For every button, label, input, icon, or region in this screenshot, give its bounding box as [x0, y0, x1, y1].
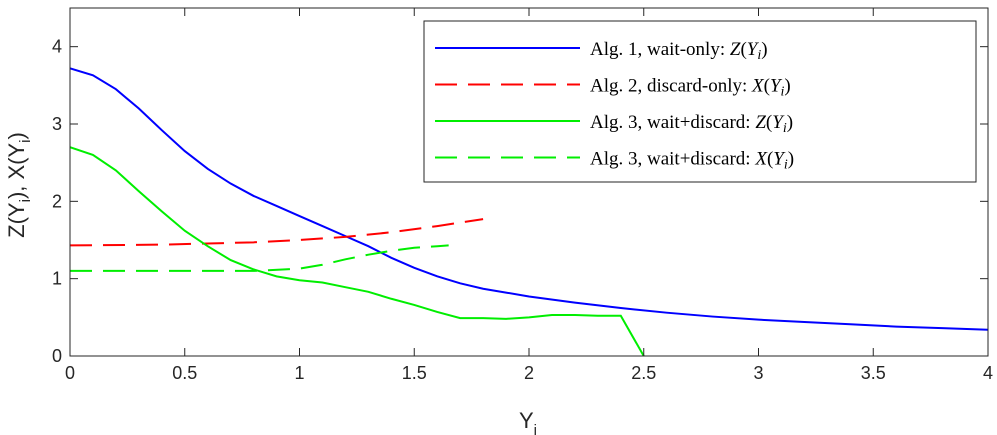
- legend: Alg. 1, wait-only: Z(Yi) Alg. 2, discard-…: [423, 20, 977, 183]
- y-tick-label: 2: [52, 191, 62, 211]
- series-line-2: [70, 218, 484, 247]
- legend-label-2: Alg. 2, discard-only: X(Yi): [590, 76, 791, 100]
- y-tick-label: 3: [52, 114, 62, 134]
- series-line-4: [70, 244, 449, 272]
- axes-layer: 0 0.5 1 1.5 2 2.5 3 3.5 4 0 1 2 3 4: [52, 7, 993, 383]
- series-layer: [70, 67, 988, 356]
- svg-text:Z(Yi), X(Yi): Z(Yi), X(Yi): [4, 132, 34, 238]
- x-tick-label: 3: [753, 363, 763, 383]
- x-tick-label: 0.5: [172, 363, 197, 383]
- y-tick-label: 1: [52, 269, 62, 289]
- y-axis-label: Z(Yi), X(Yi): [4, 132, 34, 238]
- x-axis-label: Yi: [519, 408, 537, 435]
- x-tick-label: 2: [524, 363, 534, 383]
- legend-label-3: Alg. 3, wait+discard: Z(Yi): [590, 112, 793, 136]
- series-line-3: [70, 146, 645, 356]
- x-tick-label: 3.5: [861, 363, 886, 383]
- legend-label-4: Alg. 3, wait+discard: X(Yi): [590, 149, 794, 173]
- y-tick-label: 4: [52, 37, 62, 57]
- x-tick-label: 1: [294, 363, 304, 383]
- x-tick-label: 0: [65, 363, 75, 383]
- x-tick-label: 4: [983, 363, 993, 383]
- x-tick-label: 2.5: [631, 363, 656, 383]
- x-tick-label: 1.5: [402, 363, 427, 383]
- y-tick-label: 0: [52, 346, 62, 366]
- legend-label-1: Alg. 1, wait-only: Z(Yi): [590, 39, 768, 63]
- series-line-1: [70, 67, 988, 331]
